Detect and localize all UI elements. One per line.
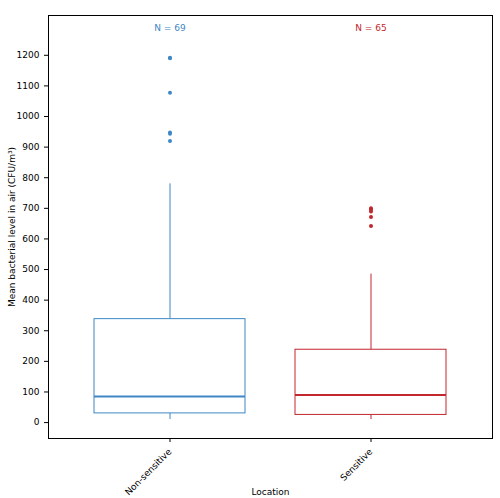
svg-text:Mean bacterial level in air (C: Mean bacterial level in air (CFU/m³) xyxy=(7,147,17,307)
svg-text:900: 900 xyxy=(22,142,39,152)
svg-text:N = 69: N = 69 xyxy=(154,23,186,33)
svg-text:700: 700 xyxy=(22,203,39,213)
svg-text:1200: 1200 xyxy=(17,50,40,60)
svg-text:Sensitive: Sensitive xyxy=(338,446,374,482)
svg-text:800: 800 xyxy=(22,173,39,183)
svg-text:0: 0 xyxy=(34,417,40,427)
svg-text:500: 500 xyxy=(22,264,39,274)
svg-text:1100: 1100 xyxy=(17,81,40,91)
svg-text:N = 65: N = 65 xyxy=(355,23,386,33)
svg-text:100: 100 xyxy=(22,387,39,397)
svg-text:200: 200 xyxy=(22,356,39,366)
svg-text:400: 400 xyxy=(22,295,39,305)
svg-text:600: 600 xyxy=(22,234,39,244)
svg-text:1000: 1000 xyxy=(17,111,40,121)
svg-text:300: 300 xyxy=(22,326,39,336)
svg-text:Non-sensitive: Non-sensitive xyxy=(123,446,174,497)
svg-text:Location: Location xyxy=(251,487,289,497)
